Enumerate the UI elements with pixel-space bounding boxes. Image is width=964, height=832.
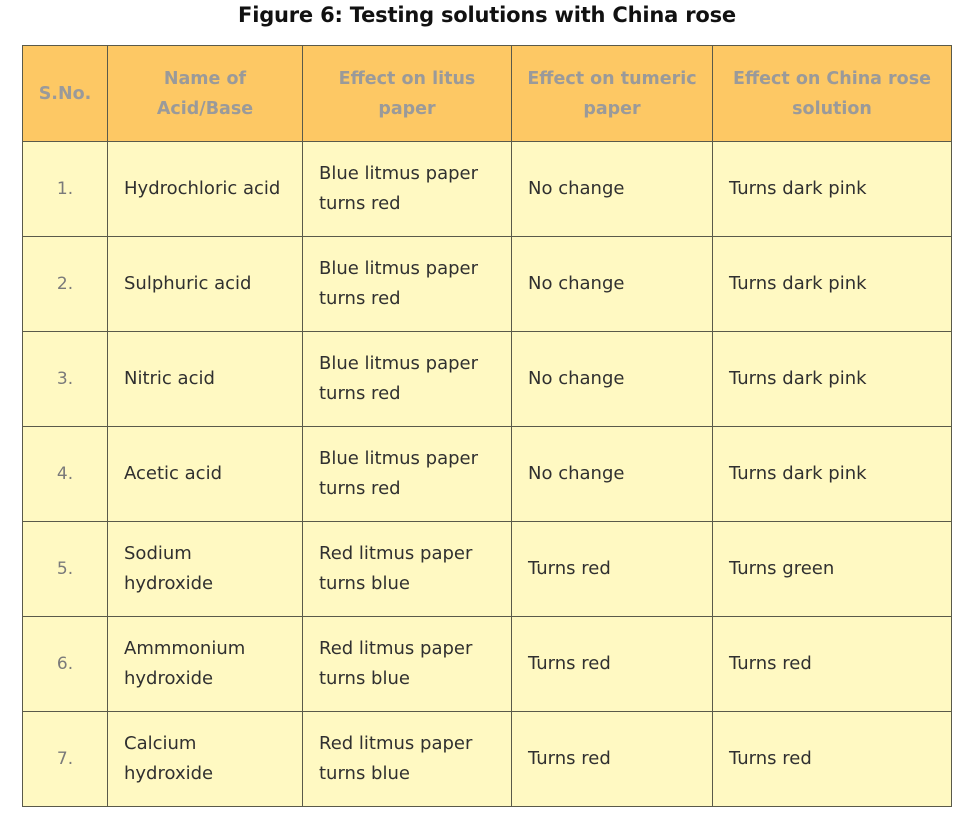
header-china-rose-effect: Effect on China rose solution [712,45,952,142]
cell-china-rose: Turns green [712,521,952,617]
cell-name: Calcium hydroxide [107,711,303,807]
header-name: Name of Acid/Base [107,45,303,142]
cell-sno: 2. [22,236,108,332]
cell-turmeric: Turns red [511,711,713,807]
table-row: 4. Acetic acid Blue litmus paper turns r… [22,426,952,522]
cell-turmeric: No change [511,141,713,237]
header-sno: S.No. [22,45,108,142]
cell-turmeric: Turns red [511,616,713,712]
cell-name: Sodium hydroxide [107,521,303,617]
table-row: 7. Calcium hydroxide Red litmus paper tu… [22,711,952,807]
cell-litmus: Red litmus paper turns blue [302,711,512,807]
cell-litmus: Blue litmus paper turns red [302,236,512,332]
cell-name: Sulphuric acid [107,236,303,332]
cell-sno: 6. [22,616,108,712]
cell-china-rose: Turns dark pink [712,331,952,427]
cell-litmus: Blue litmus paper turns red [302,141,512,237]
cell-name: Ammmonium hydroxide [107,616,303,712]
figure-title: Figure 6: Testing solutions with China r… [238,3,736,27]
cell-china-rose: Turns red [712,616,952,712]
cell-litmus: Blue litmus paper turns red [302,331,512,427]
cell-turmeric: No change [511,331,713,427]
cell-name: Hydrochloric acid [107,141,303,237]
cell-china-rose: Turns dark pink [712,141,952,237]
table-row: 6. Ammmonium hydroxide Red litmus paper … [22,616,952,712]
cell-sno: 5. [22,521,108,617]
cell-china-rose: Turns dark pink [712,426,952,522]
cell-litmus: Red litmus paper turns blue [302,616,512,712]
cell-litmus: Red litmus paper turns blue [302,521,512,617]
cell-sno: 3. [22,331,108,427]
table-row: 1. Hydrochloric acid Blue litmus paper t… [22,141,952,237]
results-table: S.No. Name of Acid/Base Effect on litus … [22,45,952,807]
cell-name: Nitric acid [107,331,303,427]
cell-sno: 1. [22,141,108,237]
table-row: 5. Sodium hydroxide Red litmus paper tur… [22,521,952,617]
cell-sno: 7. [22,711,108,807]
cell-turmeric: Turns red [511,521,713,617]
cell-turmeric: No change [511,236,713,332]
table-row: 3. Nitric acid Blue litmus paper turns r… [22,331,952,427]
cell-china-rose: Turns dark pink [712,236,952,332]
cell-turmeric: No change [511,426,713,522]
table-row: 2. Sulphuric acid Blue litmus paper turn… [22,236,952,332]
header-litmus-effect: Effect on litus paper [302,45,512,142]
cell-name: Acetic acid [107,426,303,522]
header-turmeric-effect: Effect on tumeric paper [511,45,713,142]
cell-sno: 4. [22,426,108,522]
header-row: S.No. Name of Acid/Base Effect on litus … [22,45,952,142]
cell-china-rose: Turns red [712,711,952,807]
cell-litmus: Blue litmus paper turns red [302,426,512,522]
